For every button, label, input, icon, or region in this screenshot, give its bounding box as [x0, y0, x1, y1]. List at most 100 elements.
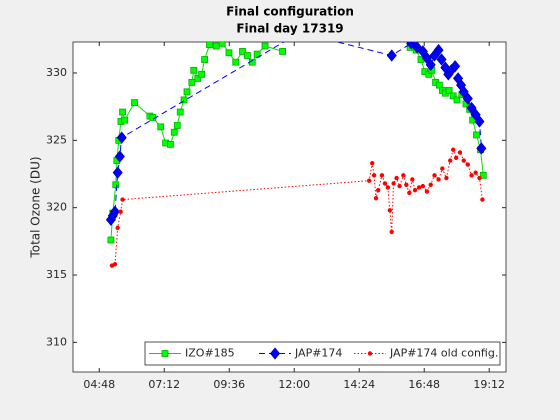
marker — [212, 42, 220, 50]
marker — [412, 42, 423, 54]
marker — [391, 181, 396, 186]
marker — [120, 197, 125, 202]
marker — [183, 88, 191, 96]
marker — [425, 58, 436, 72]
chart-title: Final configuration — [226, 5, 354, 19]
marker — [114, 150, 125, 163]
marker — [385, 185, 391, 190]
marker — [367, 178, 372, 183]
marker — [176, 108, 184, 116]
marker — [428, 182, 433, 187]
marker — [462, 92, 473, 105]
plot-area — [72, 41, 507, 373]
marker — [119, 108, 126, 116]
marker — [218, 42, 226, 47]
marker — [367, 351, 373, 356]
marker — [112, 166, 123, 179]
marker — [458, 85, 469, 98]
y-tick-label: 320 — [46, 201, 67, 214]
marker — [389, 229, 394, 235]
plot-marks — [105, 42, 487, 268]
marker — [479, 171, 487, 179]
marker — [480, 197, 485, 202]
marker — [225, 49, 233, 57]
marker — [397, 183, 402, 189]
marker — [118, 209, 123, 214]
legend-label: IZO#185 — [185, 347, 235, 360]
y-tick-label: 330 — [46, 66, 67, 79]
marker — [131, 99, 138, 107]
marker — [417, 45, 428, 58]
marker — [473, 170, 478, 175]
marker — [465, 162, 471, 167]
marker — [387, 208, 393, 213]
y-tick-label: 310 — [46, 335, 67, 348]
marker — [173, 122, 181, 129]
marker — [170, 128, 178, 136]
marker — [476, 142, 487, 155]
marker — [261, 42, 269, 50]
marker — [444, 175, 449, 181]
x-tick-label: 07:12 — [148, 378, 180, 391]
marker — [190, 66, 198, 74]
marker — [406, 42, 417, 50]
x-tick-label: 16:48 — [408, 378, 440, 391]
legend-label: JAP#174 old config. — [389, 347, 498, 360]
marker — [375, 187, 381, 193]
marker — [433, 43, 444, 57]
marker — [450, 147, 456, 152]
marker — [436, 177, 441, 182]
marker — [440, 166, 445, 171]
marker — [239, 48, 246, 55]
marker — [194, 74, 202, 82]
y-tick-label: 315 — [46, 268, 67, 281]
marker — [206, 42, 213, 49]
marker — [379, 173, 385, 178]
marker — [424, 189, 430, 194]
marker — [469, 173, 474, 178]
marker — [401, 173, 406, 178]
marker — [115, 225, 120, 231]
legend-label: JAP#174 — [294, 347, 342, 360]
marker — [412, 187, 418, 193]
marker — [253, 50, 261, 58]
marker — [161, 350, 169, 357]
marker — [461, 158, 466, 163]
marker — [474, 115, 485, 128]
x-tick-label: 14:24 — [343, 378, 375, 391]
marker — [404, 182, 409, 187]
marker — [157, 123, 165, 131]
marker — [107, 236, 115, 244]
marker — [188, 79, 196, 86]
y-axis-label: Total Ozone (DU) — [29, 156, 43, 258]
marker — [167, 140, 174, 148]
marker — [279, 48, 286, 55]
marker — [416, 185, 422, 190]
marker — [386, 49, 397, 62]
marker — [450, 60, 461, 73]
marker — [453, 96, 461, 104]
marker — [109, 205, 120, 218]
x-tick-label: 19:12 — [473, 378, 505, 391]
marker — [448, 158, 453, 163]
marker — [112, 181, 120, 189]
legend: IZO#185 JAP#174 JAP#174 old config. — [144, 341, 501, 366]
marker — [370, 161, 375, 166]
marker — [371, 173, 377, 178]
marker — [407, 190, 412, 196]
marker — [449, 92, 457, 100]
marker — [373, 196, 379, 201]
marker — [180, 96, 188, 104]
marker — [436, 53, 447, 66]
x-tick-label: 12:00 — [278, 378, 310, 391]
marker — [201, 56, 209, 63]
marker — [473, 131, 480, 139]
marker — [121, 116, 129, 124]
marker — [116, 131, 127, 144]
marker — [466, 101, 477, 115]
series-line — [111, 148, 483, 267]
marker — [198, 70, 206, 78]
marker — [477, 175, 482, 181]
marker — [382, 181, 388, 186]
